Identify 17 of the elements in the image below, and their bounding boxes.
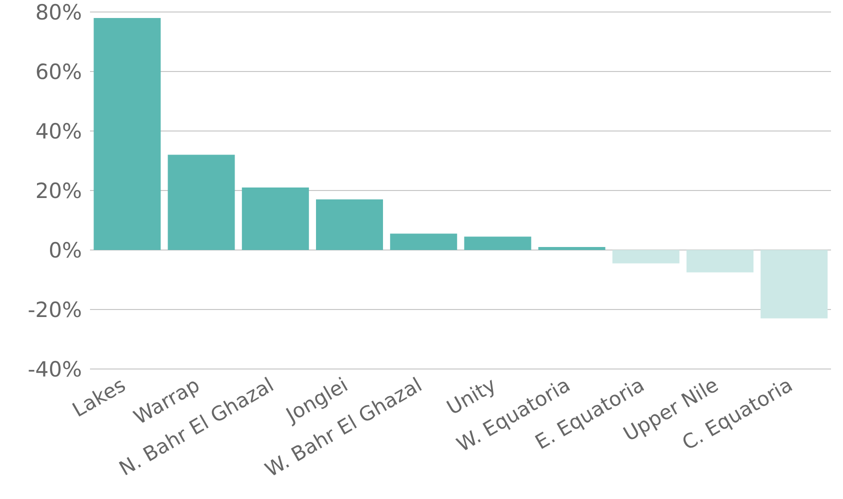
y-tick-label: -20% (28, 298, 82, 322)
bar (538, 247, 606, 250)
y-tick-label: 40% (35, 119, 82, 144)
bar (464, 236, 532, 250)
y-tick-label: 20% (35, 178, 82, 203)
bar (390, 234, 458, 250)
y-tick-label: -40% (28, 357, 82, 382)
bar (612, 250, 680, 264)
bar (316, 199, 384, 250)
y-tick-label: 80% (35, 0, 82, 24)
bar (94, 18, 161, 250)
bar (760, 250, 828, 318)
bar (168, 154, 235, 250)
bar (686, 250, 754, 272)
y-tick-label: 0% (48, 238, 82, 262)
bar (242, 188, 309, 250)
y-tick-label: 60% (35, 60, 82, 84)
